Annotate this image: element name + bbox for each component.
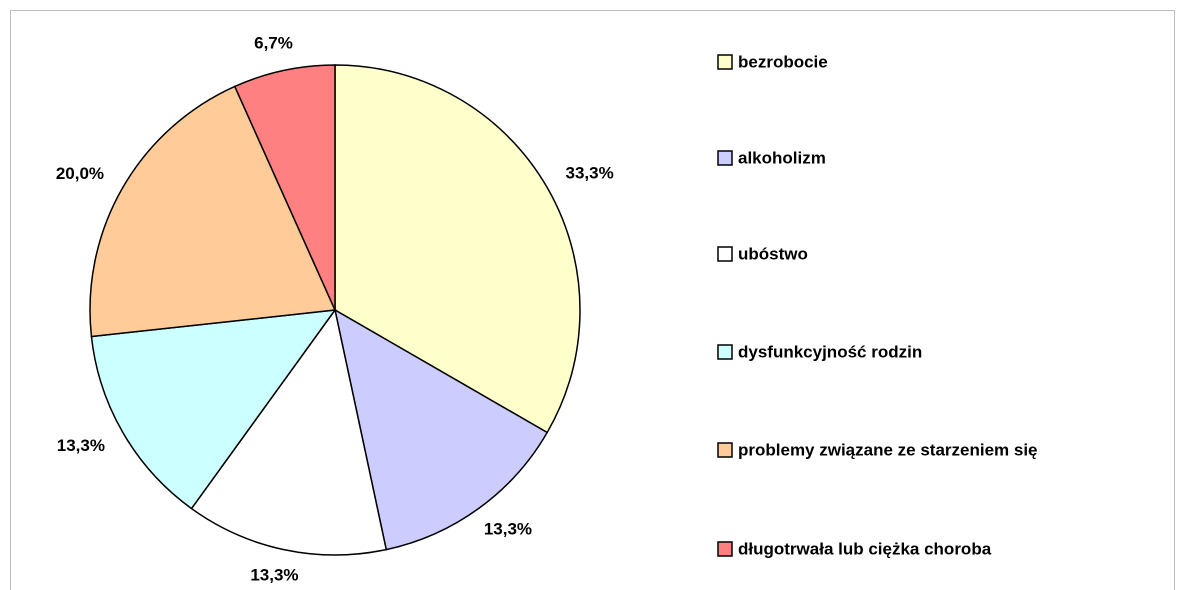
pie-slice: [190, 308, 388, 556]
data-label: 20,0%: [56, 164, 104, 183]
data-label: 33,3%: [566, 163, 614, 182]
data-label: 13,3%: [57, 436, 105, 455]
legend-swatch: [717, 246, 733, 262]
pie-slice: [90, 309, 337, 510]
pie-slice: [89, 85, 337, 338]
chart-frame: [10, 10, 1175, 590]
data-label: 13,3%: [484, 519, 532, 538]
legend-swatch: [717, 150, 733, 166]
legend-swatch: [717, 344, 733, 360]
legend-label: problemy związane ze starzeniem się: [738, 440, 1038, 459]
legend-label: dysfunkcyjność rodzin: [738, 342, 922, 361]
data-label: 6,7%: [254, 33, 293, 52]
legend-label: bezrobocie: [738, 52, 828, 71]
legend-swatch: [717, 442, 733, 458]
legend-swatch: [717, 541, 733, 557]
legend-label: ubóstwo: [738, 244, 808, 263]
pie-slice: [334, 64, 581, 434]
legend-label: długotrwała lub ciężka choroba: [738, 539, 992, 558]
pie-slice: [233, 64, 336, 311]
pie-slice: [333, 308, 549, 551]
legend-swatch: [717, 54, 733, 70]
data-label: 13,3%: [250, 566, 298, 585]
legend-label: alkoholizm: [738, 148, 826, 167]
